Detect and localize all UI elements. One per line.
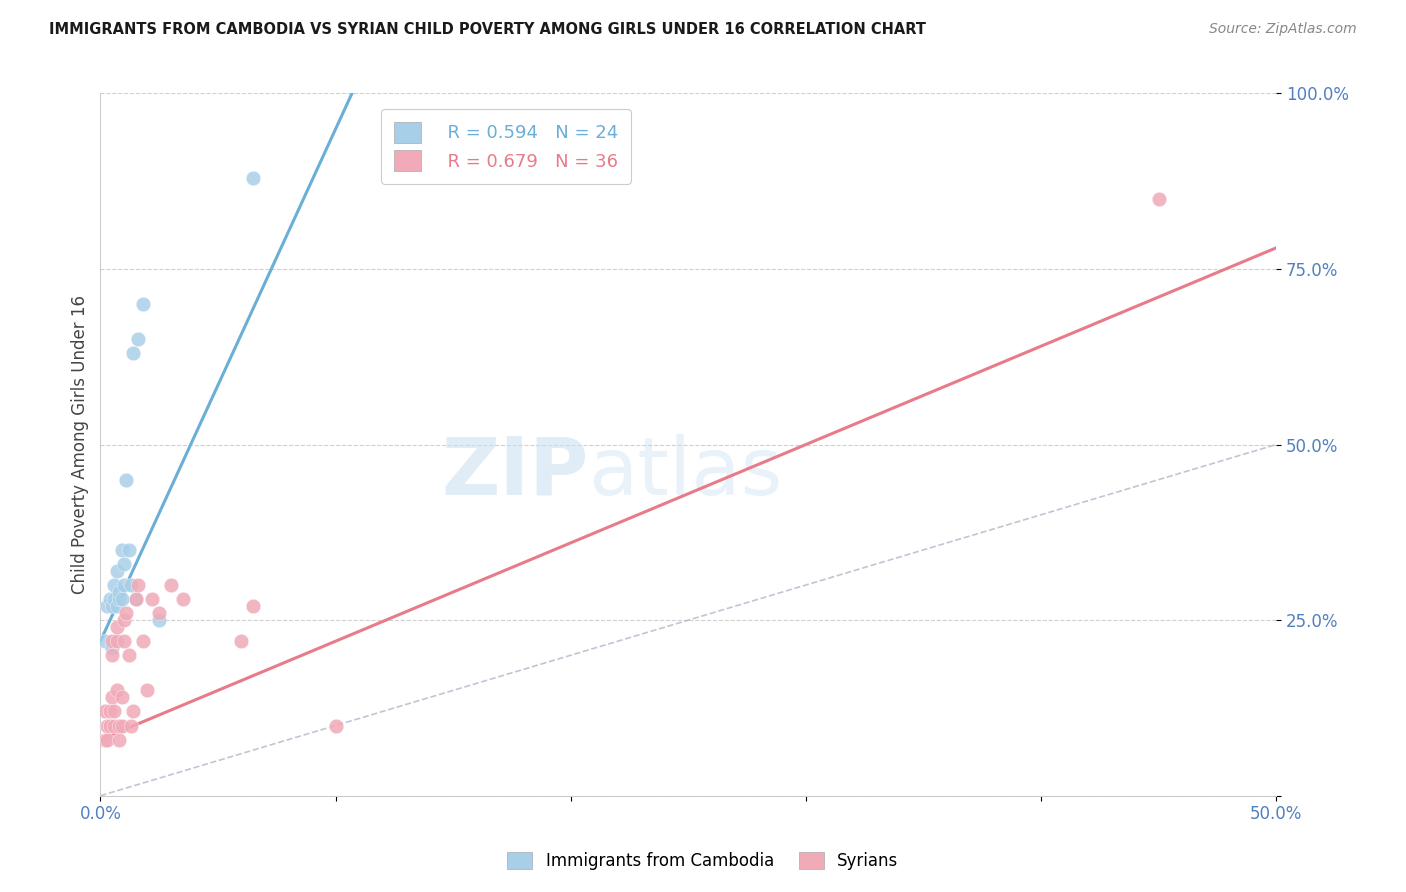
Point [120,718,142,732]
Point [105,634,128,648]
Point [148,613,170,627]
Point [122,346,145,360]
Point [108,732,131,747]
Point [112,613,135,627]
Point [98,705,121,719]
Point [96,718,118,732]
Point [115,473,138,487]
Point [122,705,145,719]
Point [108,718,131,732]
Point [110,543,132,558]
Text: IMMIGRANTS FROM CAMBODIA VS SYRIAN CHILD POVERTY AMONG GIRLS UNDER 16 CORRELATIO: IMMIGRANTS FROM CAMBODIA VS SYRIAN CHILD… [49,22,927,37]
Point [101,648,124,663]
Point [124,592,146,607]
Point [124,592,146,607]
Point [103,718,125,732]
Point [96,599,118,613]
Point [115,606,138,620]
Point [101,690,124,705]
Point [110,718,132,732]
Point [242,170,264,185]
Point [141,592,163,607]
Point [108,592,131,607]
Point [117,648,139,663]
Point [127,332,149,346]
Point [242,599,264,613]
Point [127,578,149,592]
Legend:   R = 0.594   N = 24,   R = 0.679   N = 36: R = 0.594 N = 24, R = 0.679 N = 36 [381,110,630,184]
Y-axis label: Child Poverty Among Girls Under 16: Child Poverty Among Girls Under 16 [72,295,89,594]
Point [1147,192,1170,206]
Point [112,634,135,648]
Point [131,634,153,648]
Point [94,705,117,719]
Point [117,543,139,558]
Point [96,732,118,747]
Point [101,599,124,613]
Text: atlas: atlas [588,434,783,512]
Point [94,732,117,747]
Point [160,578,183,592]
Point [105,620,128,634]
Point [148,606,170,620]
Point [131,297,153,311]
Text: Source: ZipAtlas.com: Source: ZipAtlas.com [1209,22,1357,37]
Legend: Immigrants from Cambodia, Syrians: Immigrants from Cambodia, Syrians [501,845,905,877]
Point [103,592,125,607]
Point [105,564,128,578]
Point [231,634,253,648]
Point [103,705,125,719]
Point [120,578,142,592]
Point [110,592,132,607]
Text: ZIP: ZIP [441,434,588,512]
Point [325,718,347,732]
Point [103,578,125,592]
Point [112,578,135,592]
Point [94,634,117,648]
Point [105,683,128,698]
Point [105,599,128,613]
Point [136,683,159,698]
Point [172,592,194,607]
Point [101,641,124,656]
Point [98,592,121,607]
Point [108,585,131,599]
Point [110,690,132,705]
Point [112,557,135,571]
Point [98,718,121,732]
Point [101,634,124,648]
